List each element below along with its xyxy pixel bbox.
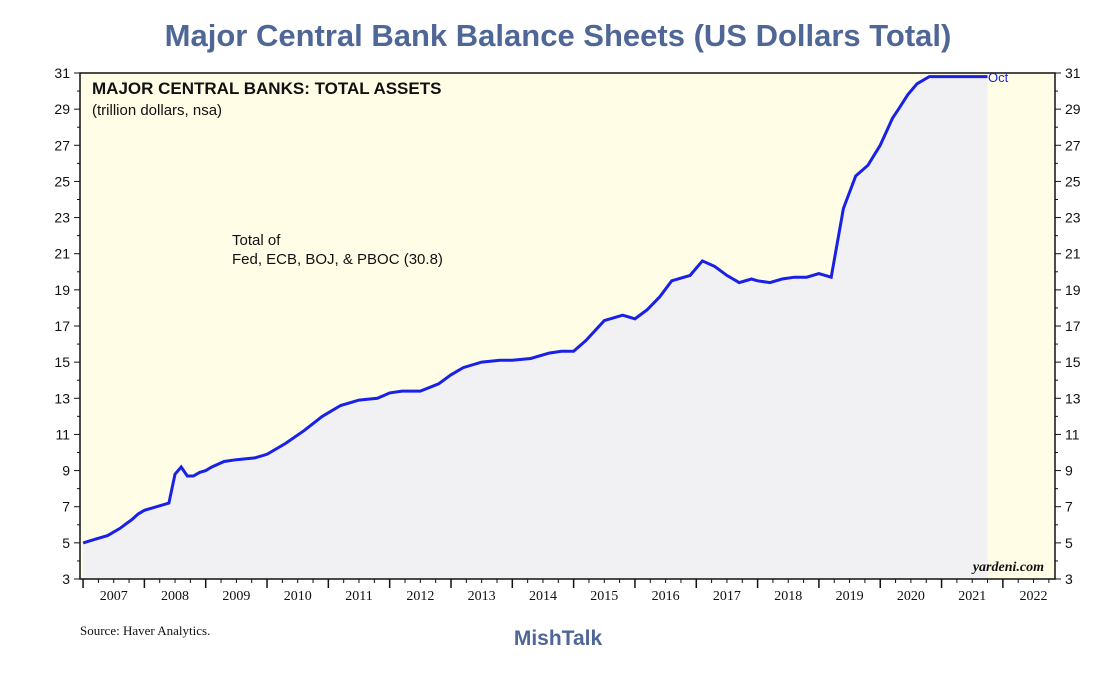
y-tick-label-right: 25 — [1065, 173, 1081, 189]
y-tick-label-right: 29 — [1065, 101, 1081, 117]
y-tick-label-left: 21 — [54, 246, 70, 262]
y-tick-label-left: 15 — [54, 354, 70, 370]
y-tick-label-left: 9 — [62, 463, 70, 479]
x-tick-label: 2020 — [897, 589, 925, 604]
y-tick-label-right: 21 — [1065, 246, 1081, 262]
y-tick-label-left: 19 — [54, 282, 70, 298]
x-tick-label: 2011 — [345, 589, 372, 604]
x-tick-label: 2017 — [713, 589, 741, 604]
y-tick-label-left: 27 — [54, 137, 70, 153]
assets-area-fill — [83, 76, 988, 579]
x-tick-label: 2015 — [590, 589, 618, 604]
x-tick-label: 2007 — [100, 589, 128, 604]
y-tick-label-left: 25 — [54, 173, 70, 189]
x-tick-label: 2009 — [222, 589, 250, 604]
y-tick-label-left: 29 — [54, 101, 70, 117]
y-tick-label-right: 27 — [1065, 137, 1081, 153]
y-tick-label-right: 9 — [1065, 463, 1073, 479]
y-axis-left: 3 5 7 9 11 13 15 17 19 21 23 25 27 29 31 — [54, 65, 80, 587]
y-tick-label-left: 7 — [62, 499, 70, 515]
x-tick-label: 2010 — [284, 589, 312, 604]
assets-series-line — [82, 75, 988, 545]
y-tick-label-left: 3 — [62, 571, 70, 587]
y-tick-label-right: 23 — [1065, 210, 1081, 226]
y-tick-label-right: 13 — [1065, 390, 1081, 406]
y-tick-label-right: 15 — [1065, 354, 1081, 370]
series-annotation: Total of Fed, ECB, BOJ, & PBOC (30.8) — [232, 232, 443, 268]
x-tick-label: 2008 — [161, 589, 189, 604]
x-tick-label: 2013 — [468, 589, 496, 604]
chart-subtitle: (trillion dollars, nsa) — [92, 102, 222, 119]
brand-label: MishTalk — [513, 627, 603, 650]
y-tick-label-left: 5 — [62, 535, 70, 551]
forecast-shade — [987, 73, 1055, 579]
y-tick-label-left: 13 — [54, 390, 70, 406]
y-axis-right: 3 5 7 9 11 13 15 17 19 21 23 25 27 29 31 — [1055, 65, 1081, 587]
y-tick-label-right: 11 — [1065, 426, 1080, 442]
x-tick-label: 2014 — [529, 589, 557, 604]
x-tick-label: 2016 — [652, 589, 680, 604]
page-title: Major Central Bank Balance Sheets (US Do… — [164, 18, 952, 53]
annotation-line: Total of — [232, 232, 281, 249]
series-end-label: Oct — [988, 70, 1009, 85]
y-tick-label-right: 5 — [1065, 535, 1073, 551]
x-tick-label: 2018 — [774, 589, 802, 604]
y-tick-label-left: 23 — [54, 210, 70, 226]
annotation-line: Fed, ECB, BOJ, & PBOC (30.8) — [232, 251, 443, 268]
x-tick-label: 2012 — [406, 589, 434, 604]
source-note: Source: Haver Analytics. — [80, 623, 211, 638]
y-tick-label-right: 19 — [1065, 282, 1081, 298]
chart-title: MAJOR CENTRAL BANKS: TOTAL ASSETS — [92, 79, 441, 98]
y-tick-label-left: 17 — [54, 318, 70, 334]
y-tick-label-right: 3 — [1065, 571, 1073, 587]
x-tick-label: 2022 — [1020, 589, 1048, 604]
y-tick-label-right: 31 — [1065, 65, 1081, 81]
x-tick-label: 2021 — [958, 589, 986, 604]
watermark: yardeni.com — [971, 560, 1044, 575]
x-axis: 2007 2008 2009 2010 2011 2012 2013 2014 2015 2016… — [82, 579, 1050, 604]
y-tick-label-left: 11 — [55, 426, 70, 442]
y-tick-label-left: 31 — [54, 65, 70, 81]
y-tick-label-right: 7 — [1065, 499, 1073, 515]
x-tick-label: 2019 — [836, 589, 864, 604]
y-tick-label-right: 17 — [1065, 318, 1081, 334]
